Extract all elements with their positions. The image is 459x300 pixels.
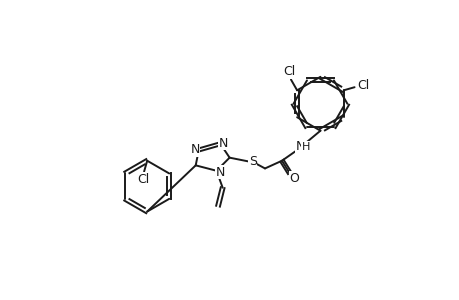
Text: O: O [289, 172, 298, 185]
Text: N: N [215, 166, 224, 179]
Text: Cl: Cl [357, 79, 369, 92]
Text: N: N [295, 140, 304, 153]
Text: H: H [301, 142, 309, 152]
Text: Cl: Cl [137, 173, 149, 186]
Text: Cl: Cl [283, 65, 295, 78]
Text: N: N [190, 143, 199, 157]
Text: N: N [218, 136, 228, 149]
Text: S: S [248, 155, 256, 168]
